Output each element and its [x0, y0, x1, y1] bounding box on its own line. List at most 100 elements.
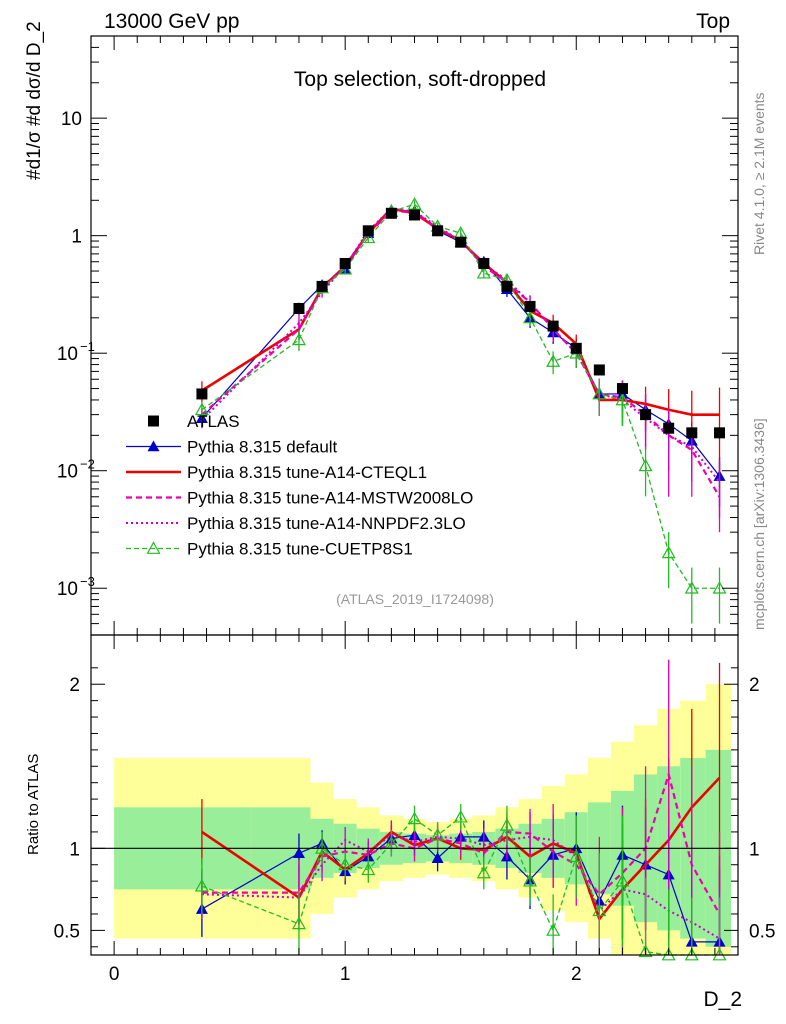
atlas-point	[686, 427, 698, 439]
analysis-id: (ATLAS_2019_I1724098)	[336, 591, 494, 607]
atlas-point	[593, 364, 605, 376]
atlas-point	[293, 303, 305, 315]
y-tick-label: 10	[61, 109, 82, 130]
ratio-tick-label-right: 0.5	[749, 921, 775, 942]
ratio-marker	[453, 809, 468, 823]
atlas-point	[570, 342, 582, 354]
main-marker	[592, 386, 607, 400]
y-tick-label: 10	[57, 462, 78, 483]
ratio-axis-label: Ratio to ATLAS	[25, 754, 42, 855]
ratio-tick-label-right: 1	[749, 839, 760, 860]
ratio-marker	[523, 873, 538, 887]
ratio-marker	[407, 811, 422, 825]
legend-entry: ATLAS	[148, 412, 240, 431]
y-tick-exponent: −2	[80, 457, 95, 472]
main-marker	[194, 402, 209, 416]
legend-entry: Pythia 8.315 tune-A14-CTEQL1	[126, 463, 427, 482]
ratio-tick-label-right: 2	[749, 675, 760, 696]
y-tick-label: 10	[57, 579, 78, 600]
legend-entry: Pythia 8.315 tune-CUETP8S1	[126, 540, 413, 559]
ratio-marker	[546, 923, 561, 936]
legend-swatch	[148, 415, 159, 427]
ratio-tick-label: 1	[69, 839, 80, 860]
ratio-marker	[638, 944, 653, 958]
process-label: Top	[696, 10, 730, 33]
legend-entry: Pythia 8.315 tune-A14-NNPDF2.3LO	[126, 514, 466, 533]
atlas-point	[385, 207, 397, 219]
x-tick-label: 0	[109, 964, 120, 985]
atlas-data-points	[196, 207, 726, 439]
ratio-marker	[292, 847, 305, 859]
main-marker	[361, 230, 376, 244]
main-marker	[291, 332, 306, 346]
main-marker	[712, 580, 727, 594]
legend-label: Pythia 8.315 tune-A14-CTEQL1	[187, 463, 427, 482]
atlas-point	[714, 427, 726, 439]
main-marker	[476, 265, 491, 279]
main-marker	[615, 392, 630, 406]
ratio-uncertainty-bands	[114, 684, 732, 955]
ratio-marker	[569, 849, 584, 862]
main-marker	[407, 197, 422, 210]
main-marker	[638, 458, 653, 472]
legend-label: Pythia 8.315 tune-CUETP8S1	[187, 540, 413, 559]
ratio-marker	[430, 827, 445, 841]
legend-entry: Pythia 8.315 default	[126, 438, 338, 457]
atlas-point	[316, 280, 328, 292]
legend-label: Pythia 8.315 default	[187, 438, 338, 457]
ratio-marker	[194, 878, 209, 892]
axes	[90, 35, 739, 956]
y-tick-label: 10	[57, 344, 78, 365]
atlas-point	[616, 383, 628, 395]
x-tick-label: 2	[571, 964, 582, 985]
ratio-series	[194, 659, 727, 961]
atlas-point	[501, 280, 513, 292]
atlas-point	[196, 388, 208, 400]
mcplots-credit: mcplots.cern.ch [arXiv:1306.3436]	[751, 418, 767, 630]
ratio-marker	[338, 857, 353, 871]
y-axis-label: #d1/σ #d dσ/d D_2	[24, 21, 45, 180]
legend-entry: Pythia 8.315 tune-A14-MSTW2008LO	[126, 489, 473, 508]
atlas-point	[339, 257, 351, 269]
ratio-marker	[361, 862, 376, 876]
x-tick-label: 1	[340, 964, 351, 985]
ratio-tick-label: 0.5	[54, 921, 80, 942]
atlas-point	[478, 257, 490, 269]
atlas-point	[432, 225, 444, 237]
legend-marker	[147, 440, 160, 452]
y-tick-label: 1	[71, 227, 82, 248]
atlas-point	[663, 422, 675, 434]
ratio-line-Pythia 8.315 tune-A14-NNPDF2.3LO	[201, 834, 721, 940]
atlas-point	[455, 236, 467, 248]
energy-label: 13000 GeV pp	[104, 10, 239, 33]
main-line-Pythia 8.315 default	[201, 209, 720, 477]
atlas-point	[362, 225, 374, 237]
x-axis-label: D_2	[703, 988, 742, 1011]
main-marker	[684, 580, 699, 594]
ratio-tick-label: 2	[69, 675, 80, 696]
ratio-line-Pythia 8.315 tune-CUETP8S1	[201, 816, 720, 956]
atlas-point	[409, 209, 420, 221]
ratio-marker	[592, 903, 607, 917]
atlas-point	[547, 320, 559, 332]
chart-title: Top selection, soft-dropped	[294, 68, 546, 91]
y-tick-exponent: −3	[80, 574, 95, 589]
ratio-marker	[476, 865, 491, 879]
legend-label: Pythia 8.315 tune-A14-NNPDF2.3LO	[187, 514, 466, 533]
y-tick-exponent: −1	[80, 339, 95, 354]
atlas-point	[524, 300, 536, 312]
ratio-line-Pythia 8.315 default	[201, 834, 720, 943]
ratio-marker	[615, 873, 630, 887]
legend: ATLAS Pythia 8.315 default Pythia 8.315 tu…	[126, 412, 473, 559]
legend-label: ATLAS	[187, 412, 240, 431]
legend-marker	[146, 541, 161, 554]
main-marker	[661, 545, 676, 559]
atlas-point	[640, 409, 652, 421]
main-marker	[523, 310, 538, 324]
rivet-version: Rivet 4.1.0, ≥ 2.1M events	[751, 92, 767, 255]
ratio-marker	[431, 852, 444, 863]
legend-label: Pythia 8.315 tune-A14-MSTW2008LO	[187, 489, 473, 508]
main-marker	[546, 354, 561, 367]
